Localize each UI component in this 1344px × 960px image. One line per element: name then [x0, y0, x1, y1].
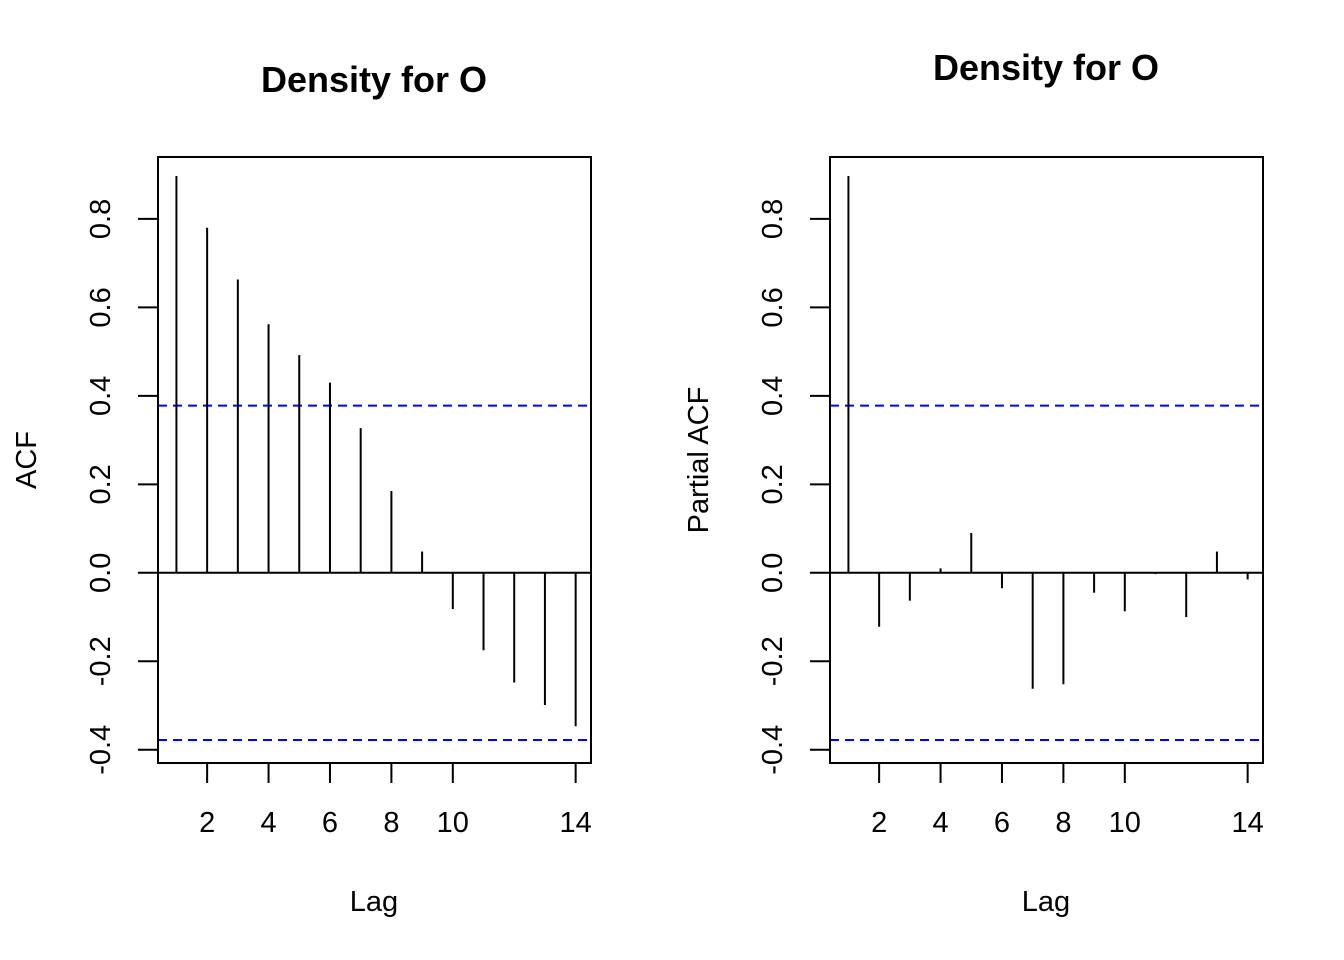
pacf-plot-frame — [829, 156, 1264, 764]
acf-x-tick-label: 14 — [560, 807, 592, 839]
pacf-y-tick-label: 0.4 — [757, 376, 789, 416]
acf-y-tick-label: 0.2 — [85, 464, 117, 504]
pacf-x-tick-label: 4 — [932, 807, 948, 839]
acf-y-axis-label: ACF — [11, 431, 43, 489]
acf-x-tick-label: 2 — [199, 807, 215, 839]
acf-y-tick-label: 0.6 — [85, 287, 117, 327]
pacf-y-tick-label: 0.6 — [757, 287, 789, 327]
pacf-chart-title: Density for O — [933, 47, 1159, 88]
pacf-y-tick-label: 0.8 — [757, 199, 789, 239]
pacf-x-tick-label: 10 — [1109, 807, 1141, 839]
acf-x-tick-label: 6 — [322, 807, 338, 839]
pacf-y-tick-label: 0.2 — [757, 464, 789, 504]
acf-x-tick-label: 10 — [437, 807, 469, 839]
acf-y-tick-label: 0.4 — [85, 376, 117, 416]
pacf-x-axis-label: Lag — [1022, 886, 1070, 918]
acf-x-tick-label: 4 — [260, 807, 276, 839]
acf-x-tick-label: 8 — [383, 807, 399, 839]
pacf-y-tick-label: 0.0 — [757, 553, 789, 593]
pacf-x-tick-label: 6 — [994, 807, 1010, 839]
acf-panel: Density for O ACF Lag 2 4 6 8 10 14 -0.4 -0.2 0.… — [11, 59, 592, 918]
pacf-y-tick-label: -0.4 — [757, 725, 789, 775]
acf-x-axis-label: Lag — [350, 886, 398, 918]
pacf-panel: Density for O Partial ACF Lag 2 4 6 8 10 14 -0… — [683, 47, 1264, 918]
acf-plot-frame — [157, 156, 592, 764]
acf-y-tick-label: 0.0 — [85, 553, 117, 593]
pacf-x-tick-label: 8 — [1055, 807, 1071, 839]
acf-y-tick-label: -0.2 — [85, 636, 117, 686]
acf-y-tick-label: 0.8 — [85, 199, 117, 239]
pacf-x-tick-label: 14 — [1232, 807, 1264, 839]
pacf-y-tick-label: -0.2 — [757, 636, 789, 686]
pacf-x-tick-label: 2 — [871, 807, 887, 839]
acf-chart-title: Density for O — [261, 59, 487, 100]
acf-y-tick-label: -0.4 — [85, 725, 117, 775]
pacf-y-axis-label: Partial ACF — [683, 387, 715, 534]
